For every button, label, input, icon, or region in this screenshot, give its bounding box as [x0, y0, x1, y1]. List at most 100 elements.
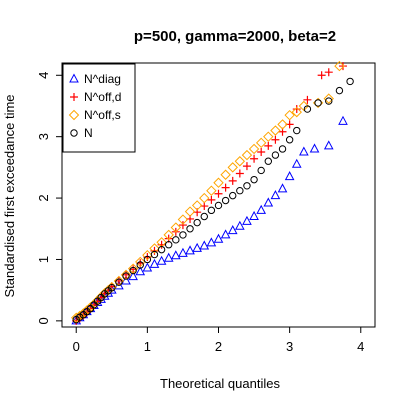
data-point [163, 252, 174, 262]
data-point [170, 222, 182, 233]
data-point [178, 221, 187, 230]
x-tick-label: 2 [215, 339, 222, 354]
data-point [156, 255, 167, 265]
data-point [213, 177, 224, 188]
data-point [149, 243, 160, 254]
data-point [229, 191, 237, 200]
data-point [271, 151, 280, 159]
data-point [157, 245, 166, 254]
data-point [291, 158, 302, 168]
data-point [170, 250, 181, 260]
data-point [277, 119, 288, 130]
data-point [163, 229, 174, 241]
data-point [121, 275, 131, 285]
data-point [323, 93, 334, 104]
data-point [192, 242, 202, 252]
data-point [278, 145, 287, 153]
data-point [122, 272, 130, 280]
data-point [165, 241, 173, 249]
data-point [285, 136, 294, 144]
data-point [186, 225, 194, 233]
legend-label: N^off,s [84, 108, 121, 122]
x-tick-label: 3 [286, 339, 293, 354]
data-point [303, 95, 312, 104]
data-point [338, 62, 347, 71]
legend-marker [69, 73, 79, 83]
data-point [235, 220, 245, 230]
data-point [317, 71, 326, 80]
y-tick-label: 1 [36, 256, 51, 263]
data-point [249, 210, 259, 220]
data-point [221, 196, 230, 205]
legend-label: N^off,d [84, 90, 121, 104]
data-point [206, 185, 217, 196]
legend-marker [68, 109, 80, 121]
data-point [241, 149, 253, 161]
data-point [184, 206, 196, 217]
data-point [193, 218, 201, 227]
data-point [291, 106, 302, 118]
data-point [199, 192, 210, 204]
data-point [207, 195, 216, 204]
data-point [270, 125, 281, 136]
series-circle [72, 77, 354, 324]
data-point [284, 109, 295, 121]
data-points [71, 60, 354, 325]
x-axis-label: Theoretical quantiles [160, 376, 280, 391]
data-point [256, 204, 267, 214]
legend-label: N [84, 126, 93, 140]
data-point [255, 137, 267, 149]
data-point [324, 68, 333, 77]
data-point [129, 266, 137, 275]
data-point [270, 190, 281, 200]
data-point [292, 105, 301, 114]
data-point [228, 176, 237, 185]
data-point [298, 100, 310, 112]
data-point [143, 255, 152, 264]
y-tick-label: 2 [36, 194, 51, 201]
data-point [303, 105, 312, 113]
chart-title: p=500, gamma=2000, beta=2 [134, 28, 336, 45]
data-point [172, 236, 180, 244]
data-point [227, 162, 238, 173]
data-point [293, 126, 301, 135]
data-point [213, 233, 224, 243]
data-point [314, 99, 322, 107]
x-tick-label: 1 [144, 339, 151, 354]
y-tick-label: 3 [36, 133, 51, 140]
data-point [335, 86, 344, 95]
data-point [214, 201, 223, 210]
legend-box [62, 63, 136, 153]
data-point [264, 141, 273, 150]
data-point [135, 256, 146, 268]
data-point [323, 140, 334, 150]
data-point [263, 131, 274, 142]
y-axis-label: Standardised first exceedance time [2, 94, 17, 297]
data-point [346, 77, 354, 86]
data-point [177, 214, 189, 225]
data-point [142, 249, 153, 261]
data-point [128, 271, 138, 281]
data-point [207, 206, 216, 215]
data-point [309, 143, 320, 153]
data-point [243, 182, 251, 190]
data-point [71, 312, 82, 323]
data-point [250, 175, 258, 184]
y-axis: 0 1 2 3 4 [36, 72, 62, 324]
data-point [257, 166, 265, 175]
y-tick-label: 4 [36, 72, 51, 79]
data-point [220, 169, 231, 180]
data-point [334, 60, 345, 72]
data-point [277, 183, 288, 193]
x-tick-label: 0 [73, 339, 80, 354]
data-point [108, 284, 116, 292]
data-point [325, 97, 333, 105]
data-point [264, 157, 272, 165]
data-point [135, 266, 146, 276]
data-point [221, 183, 230, 192]
data-point [142, 262, 153, 272]
data-point [214, 189, 223, 198]
data-point [299, 146, 309, 156]
data-point [284, 171, 295, 181]
